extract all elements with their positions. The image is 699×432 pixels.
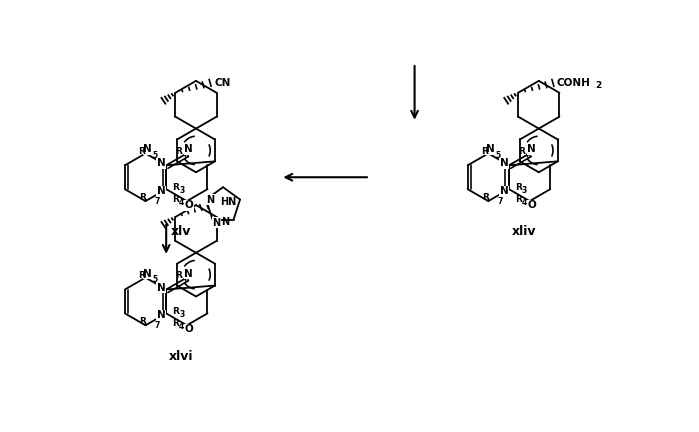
Text: 7: 7	[497, 197, 503, 206]
Text: R: R	[172, 319, 179, 328]
Text: 2: 2	[596, 81, 602, 90]
Text: 5: 5	[495, 151, 500, 160]
Text: 4: 4	[522, 197, 527, 206]
Text: R: R	[175, 271, 182, 280]
Text: R: R	[515, 194, 522, 203]
Text: xlv: xlv	[171, 226, 192, 238]
Text: O: O	[185, 200, 193, 210]
Text: 6: 6	[526, 151, 531, 160]
Text: N: N	[185, 144, 193, 154]
Text: O: O	[527, 200, 536, 210]
Text: 4: 4	[179, 322, 185, 331]
Text: R: R	[518, 147, 525, 156]
Text: 7: 7	[154, 321, 159, 330]
Text: HN: HN	[219, 197, 236, 206]
Text: N: N	[222, 216, 229, 226]
Text: N: N	[527, 144, 536, 154]
Text: N: N	[143, 144, 152, 154]
Text: O: O	[185, 324, 193, 334]
Text: 3: 3	[179, 310, 185, 319]
Text: 3: 3	[522, 186, 527, 195]
Text: N: N	[185, 269, 193, 279]
Text: CONH: CONH	[557, 78, 591, 88]
Text: 5: 5	[152, 275, 157, 284]
Text: xlvi: xlvi	[169, 349, 194, 362]
Text: 6: 6	[183, 275, 188, 284]
Text: N: N	[212, 218, 221, 228]
Text: N: N	[500, 159, 508, 168]
Text: N: N	[143, 269, 152, 279]
Text: R: R	[139, 317, 146, 326]
Text: N: N	[157, 310, 166, 321]
Text: N: N	[157, 186, 166, 196]
Text: R: R	[138, 271, 145, 280]
Text: 6: 6	[183, 151, 188, 160]
Text: xliv: xliv	[512, 226, 536, 238]
Text: N: N	[206, 194, 214, 204]
Text: R: R	[172, 307, 179, 316]
Text: 7: 7	[154, 197, 159, 206]
Text: R: R	[175, 147, 182, 156]
Text: 5: 5	[152, 151, 157, 160]
Text: N: N	[157, 283, 166, 292]
Text: R: R	[481, 147, 488, 156]
Text: R: R	[172, 183, 179, 192]
Text: N: N	[486, 144, 495, 154]
Text: N: N	[157, 159, 166, 168]
Text: 3: 3	[179, 186, 185, 195]
Text: R: R	[139, 193, 146, 202]
Text: CN: CN	[214, 78, 231, 88]
Text: R: R	[172, 194, 179, 203]
Text: R: R	[138, 147, 145, 156]
Text: N: N	[500, 186, 508, 196]
Text: R: R	[482, 193, 489, 202]
Text: R: R	[515, 183, 522, 192]
Text: 4: 4	[179, 197, 185, 206]
